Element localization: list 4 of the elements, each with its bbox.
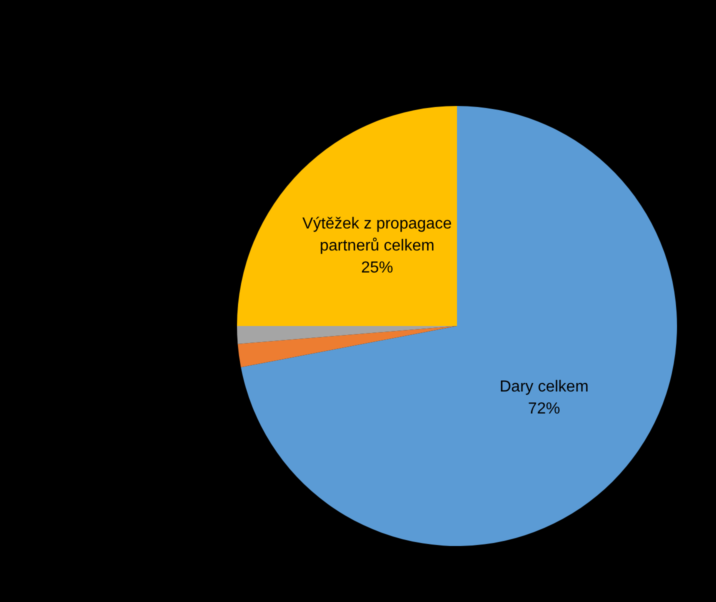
slice-label: Dary celkem bbox=[500, 378, 589, 396]
data-label: 72% bbox=[528, 400, 560, 418]
data-label: 25% bbox=[361, 260, 394, 277]
slice-label: Výtěžek z propagace partnerů celkem bbox=[302, 216, 452, 255]
